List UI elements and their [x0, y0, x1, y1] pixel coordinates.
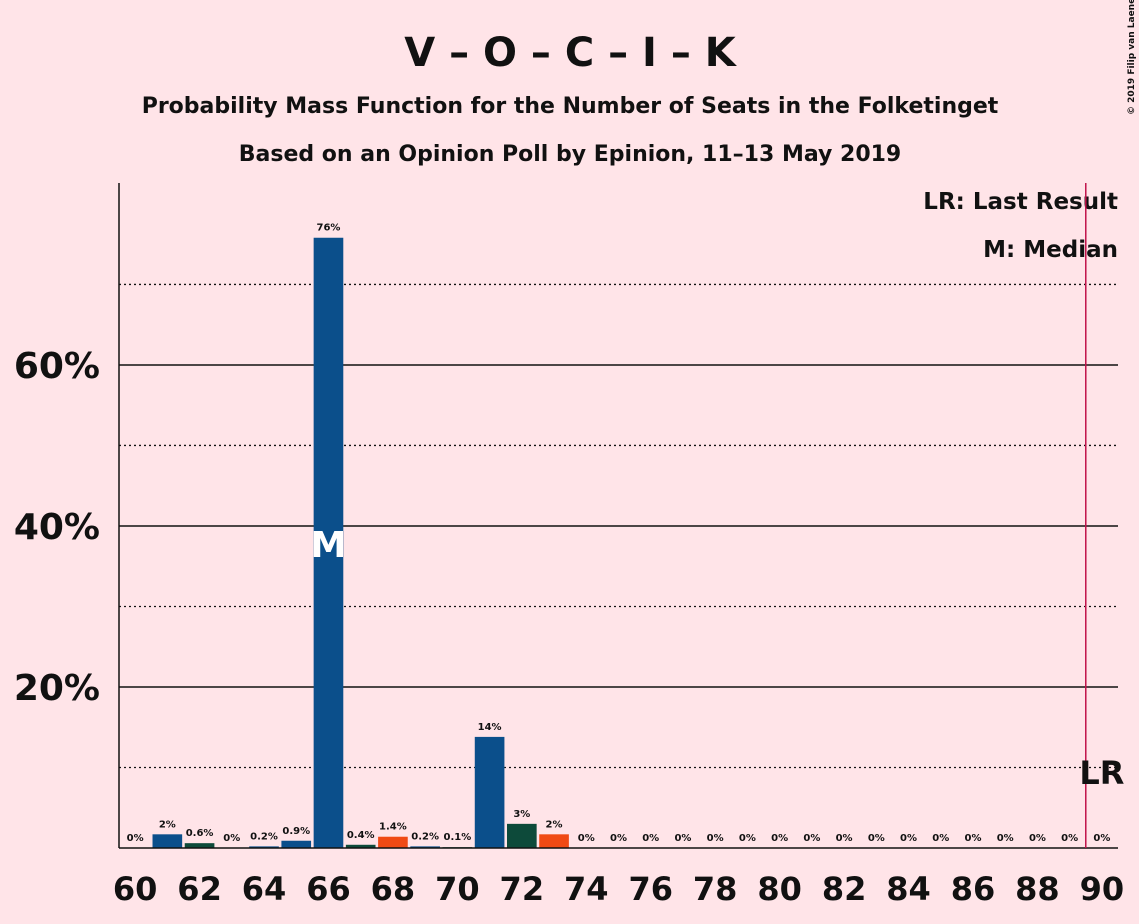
x-tick-label: 68: [371, 870, 416, 908]
value-label: 0%: [1093, 833, 1110, 844]
x-tick-label: 90: [1080, 870, 1125, 908]
subtitle: Based on an Opinion Poll by Epinion, 11–…: [239, 142, 902, 167]
value-label: 0%: [1061, 833, 1078, 844]
bar: [539, 834, 569, 848]
bar: [249, 846, 279, 848]
value-label: 2%: [159, 819, 176, 830]
x-tick-label: 70: [435, 870, 480, 908]
value-label: 2%: [546, 819, 563, 830]
bar: [345, 844, 376, 848]
value-label: 0%: [997, 833, 1014, 844]
value-label: 1.4%: [379, 822, 407, 833]
value-label: 0.2%: [250, 831, 278, 842]
value-label: 0%: [674, 833, 691, 844]
bar: [313, 237, 344, 849]
value-label: 0%: [803, 833, 820, 844]
value-label: 0.9%: [282, 826, 310, 837]
value-label: 0.2%: [411, 831, 439, 842]
bar: [184, 843, 215, 848]
value-label: 0%: [223, 833, 240, 844]
legend-entry: M: Median: [983, 237, 1118, 263]
x-tick-label: 64: [242, 870, 287, 908]
x-tick-label: 62: [177, 870, 222, 908]
x-tick-label: 86: [951, 870, 996, 908]
subtitle: Probability Mass Function for the Number…: [142, 94, 999, 119]
x-tick-label: 76: [628, 870, 673, 908]
value-label: 0%: [739, 833, 756, 844]
y-tick-label: 40%: [14, 507, 100, 548]
credit: © 2019 Filip van Laenen: [1127, 0, 1137, 115]
bar: [474, 736, 505, 848]
value-label: 0%: [771, 833, 788, 844]
value-label: 0%: [610, 833, 627, 844]
value-label: 0%: [127, 833, 144, 844]
x-tick-label: 66: [306, 870, 351, 908]
value-label: 0%: [1029, 833, 1046, 844]
x-tick-label: 60: [113, 870, 158, 908]
median-marker: M: [311, 525, 347, 566]
value-label: 0%: [964, 833, 981, 844]
bar: [152, 834, 183, 848]
y-tick-label: 20%: [14, 668, 100, 709]
x-tick-label: 74: [564, 870, 609, 908]
value-label: 0%: [932, 833, 949, 844]
x-tick-label: 84: [886, 870, 931, 908]
x-tick-label: 78: [693, 870, 738, 908]
x-tick-label: 88: [1015, 870, 1060, 908]
x-tick-label: 82: [822, 870, 867, 908]
bar: [410, 846, 440, 848]
bar: [281, 840, 312, 848]
value-label: 0%: [642, 833, 659, 844]
value-label: 3%: [513, 809, 530, 820]
y-tick-label: 60%: [14, 346, 100, 387]
value-label: 0.4%: [347, 830, 375, 841]
x-tick-label: 80: [757, 870, 802, 908]
value-label: 14%: [478, 722, 502, 733]
value-label: 0%: [836, 833, 853, 844]
value-label: 0%: [578, 833, 595, 844]
last-result-marker: LR: [1079, 754, 1124, 792]
bar: [378, 836, 408, 848]
value-label: 0.1%: [444, 832, 472, 843]
value-label: 0.6%: [186, 828, 214, 839]
value-label: 0%: [868, 833, 885, 844]
legend-entry: LR: Last Result: [923, 189, 1118, 215]
value-label: 0%: [707, 833, 724, 844]
value-label: 0%: [900, 833, 917, 844]
chart-title: V – O – C – I – K: [404, 30, 738, 76]
bar: [506, 823, 537, 848]
value-label: 76%: [316, 223, 340, 234]
x-tick-label: 72: [500, 870, 545, 908]
